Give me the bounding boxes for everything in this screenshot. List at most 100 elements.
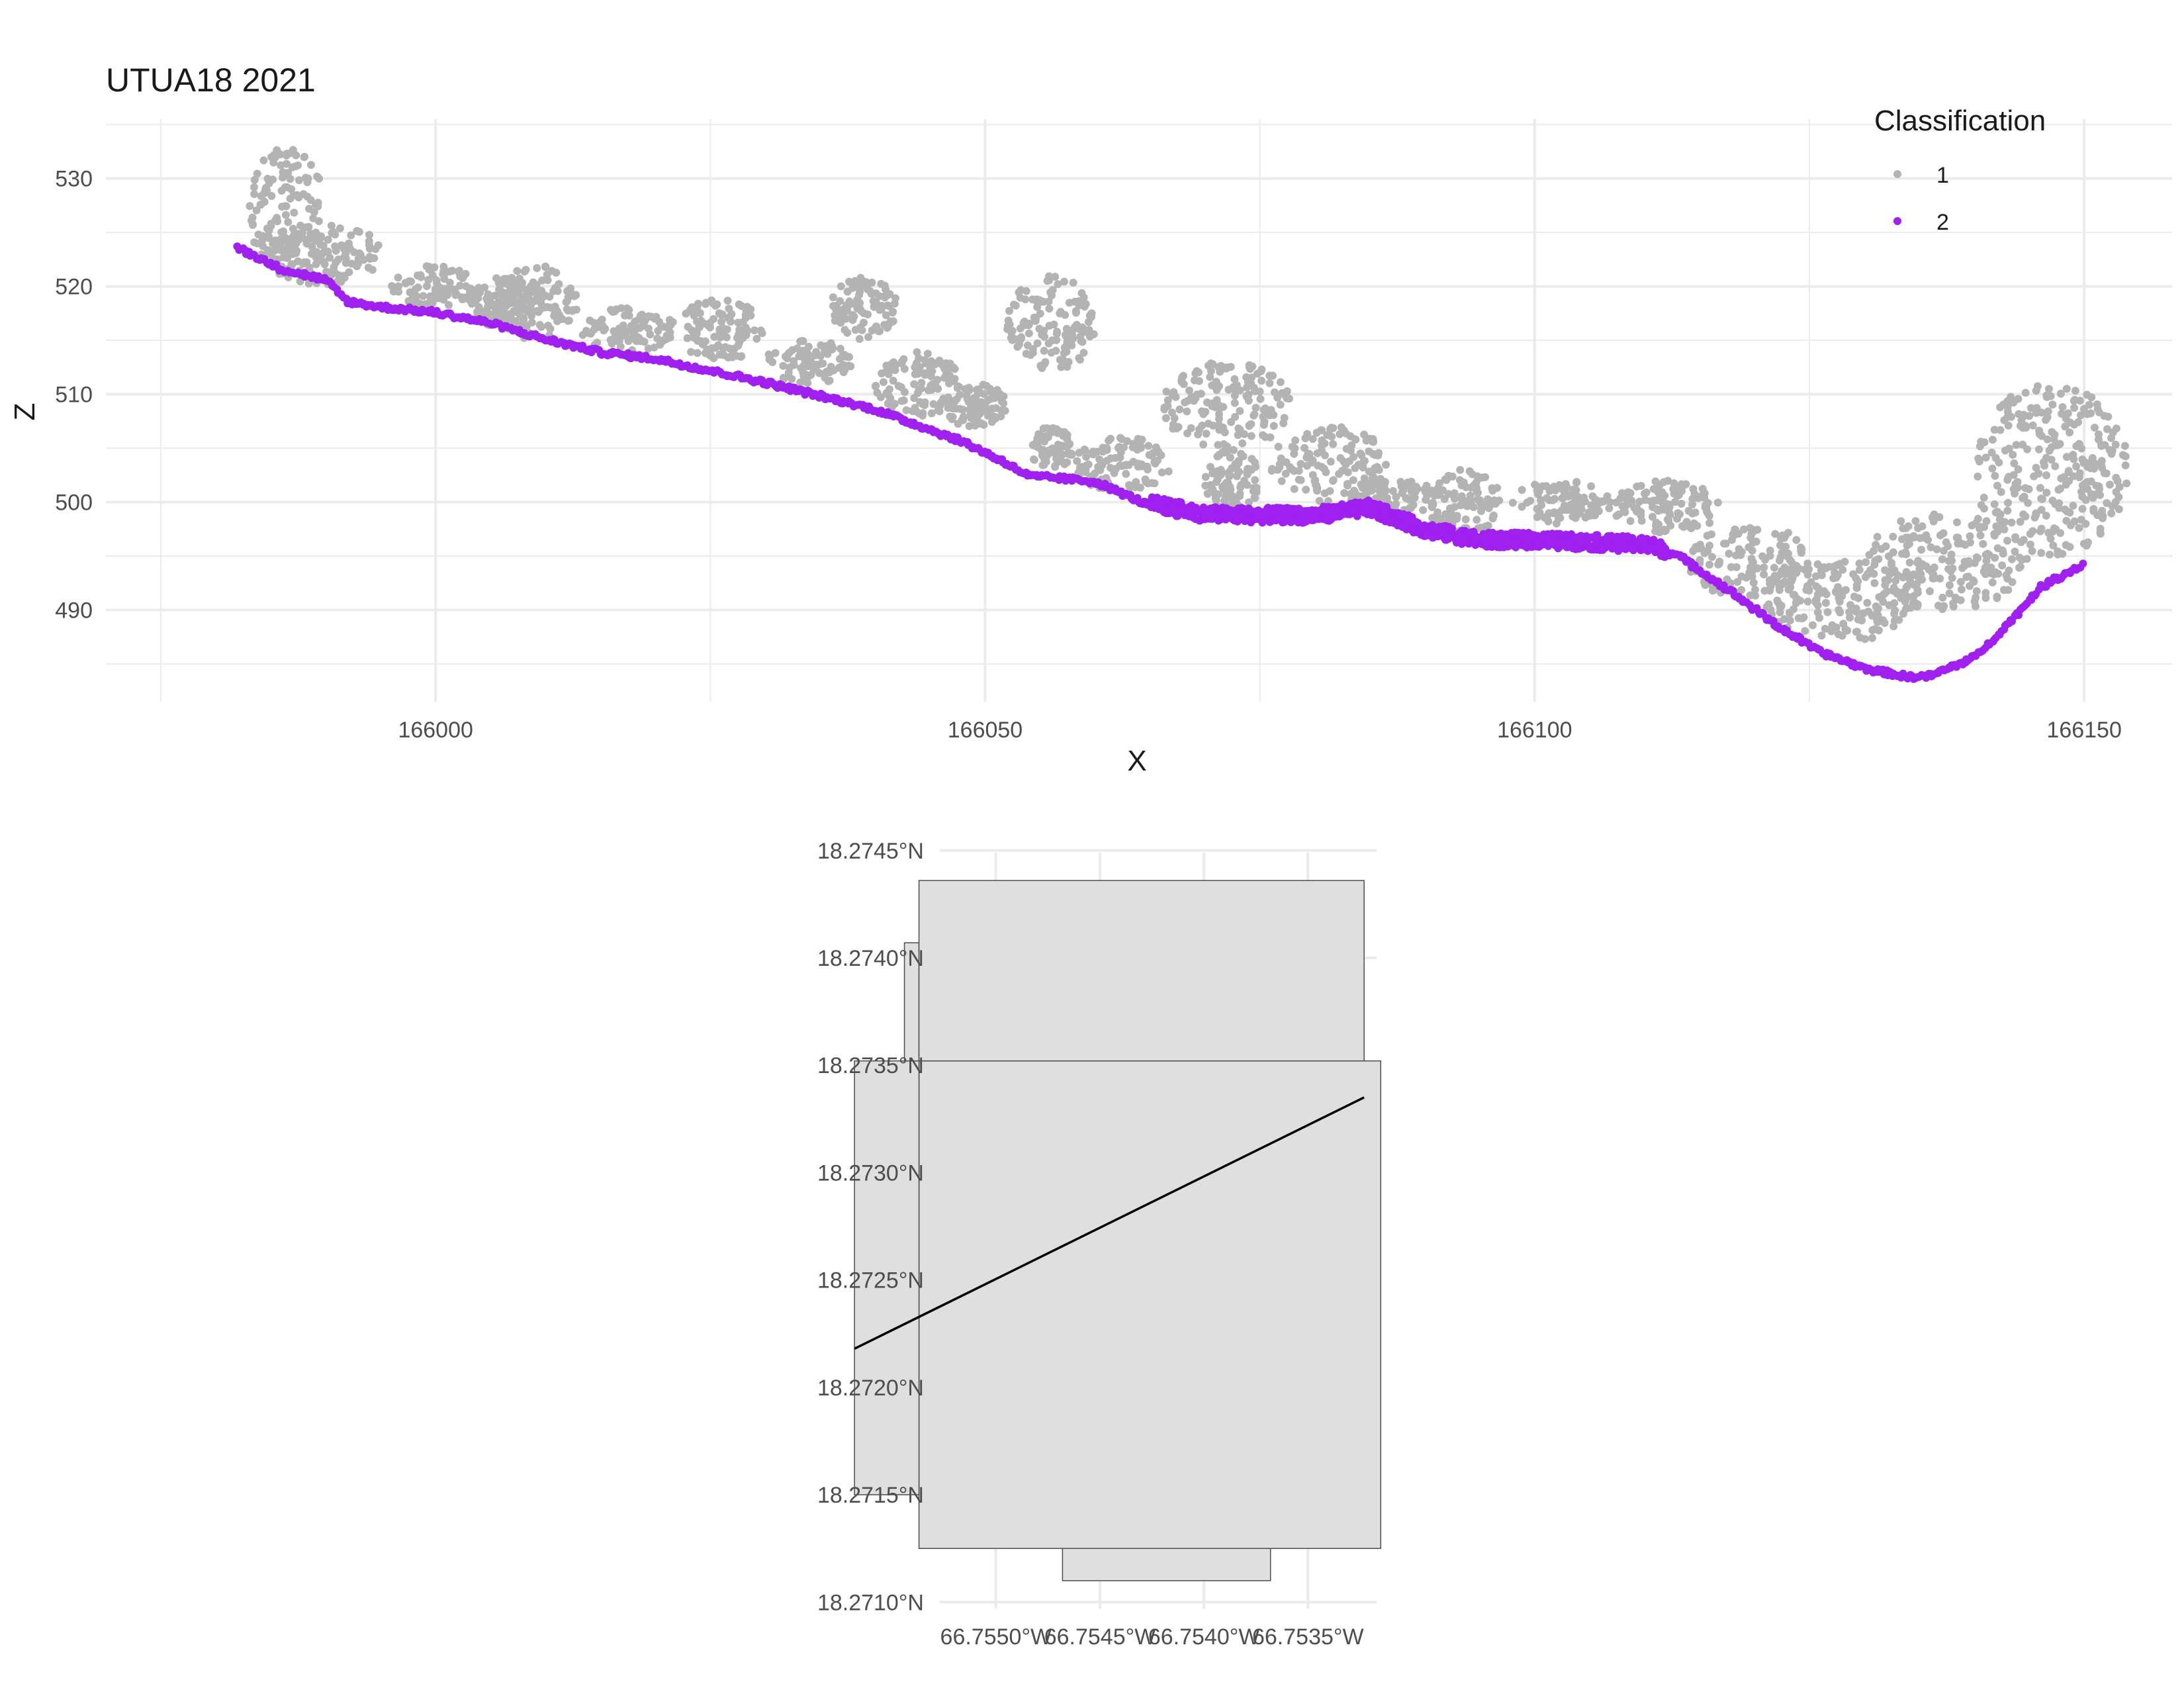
class-1-point: [1318, 463, 1326, 471]
class-1-point: [1612, 512, 1621, 520]
class-1-point: [1099, 447, 1107, 456]
class-1-point: [921, 371, 929, 379]
class-1-point: [1326, 457, 1335, 466]
class-1-point: [1074, 297, 1083, 305]
class-1-point: [1914, 524, 1922, 532]
class-1-point: [1476, 496, 1484, 504]
class-1-point: [320, 260, 329, 269]
class-1-point: [1060, 356, 1068, 365]
class-1-point: [991, 412, 999, 421]
x-tick-label: 166150: [2046, 718, 2121, 743]
class-1-point: [250, 175, 259, 184]
class-1-point: [1290, 449, 1298, 458]
class-1-point: [1168, 408, 1176, 417]
class-1-point: [910, 380, 919, 389]
class-1-point: [1302, 453, 1311, 462]
class-1-point: [1251, 404, 1260, 412]
class-1-point: [1257, 365, 1266, 374]
class-1-point: [1930, 563, 1938, 572]
class-1-point: [502, 301, 511, 310]
class-1-point: [872, 381, 880, 390]
class-1-point: [1040, 332, 1049, 341]
class-1-point: [1882, 542, 1890, 551]
class-1-point: [1064, 442, 1073, 449]
class-1-point: [858, 326, 866, 334]
class-1-point: [683, 334, 692, 342]
class-1-point: [1993, 481, 2001, 490]
class-1-point: [1930, 510, 1938, 519]
class-1-point: [1933, 545, 1941, 553]
class-1-point: [1283, 387, 1291, 395]
class-1-point: [404, 297, 413, 305]
class-1-point: [1007, 328, 1016, 337]
class-1-point: [1075, 353, 1083, 362]
class-1-point: [1295, 467, 1303, 475]
class-1-point: [1215, 426, 1224, 434]
class-1-point: [2003, 536, 2011, 545]
class-1-point: [552, 269, 561, 277]
class-1-point: [1274, 442, 1283, 451]
class-1-point: [411, 285, 420, 293]
class-1-point: [709, 314, 718, 323]
class-1-point: [1359, 463, 1367, 472]
class-1-point: [523, 285, 532, 294]
class-1-point: [1365, 467, 1373, 476]
class-1-point: [549, 287, 558, 295]
class-1-point: [2046, 392, 2055, 400]
legend-title: Classification: [1874, 105, 2046, 137]
class-1-point: [829, 293, 837, 302]
class-1-point: [340, 271, 348, 280]
class-1-point: [1731, 530, 1739, 539]
class-1-point: [831, 316, 839, 325]
class-1-point: [645, 324, 653, 333]
class-1-point: [1230, 383, 1238, 392]
class-1-point: [1056, 309, 1064, 318]
class-1-point: [1940, 602, 1948, 610]
class-1-point: [1435, 479, 1443, 488]
class-1-point: [513, 267, 522, 275]
class-1-point: [1653, 505, 1661, 514]
class-1-point: [1428, 499, 1436, 508]
class-1-point: [1045, 322, 1054, 330]
class-1-point: [1203, 489, 1212, 498]
class-1-point: [836, 297, 844, 305]
class-1-point: [1291, 436, 1300, 445]
class-1-point: [1245, 421, 1253, 430]
class-1-point: [1221, 492, 1230, 500]
class-1-point: [836, 355, 844, 363]
class-1-point: [1230, 399, 1239, 407]
class-1-point: [456, 272, 465, 281]
class-1-point: [2011, 535, 2020, 543]
class-1-point: [1533, 513, 1541, 522]
class-1-point: [1890, 616, 1899, 625]
class-1-point: [1045, 276, 1054, 285]
class-1-point: [1234, 459, 1243, 467]
class-1-point: [1250, 387, 1259, 395]
class-1-point: [1361, 457, 1369, 465]
class-1-point: [715, 350, 724, 359]
class-1-point: [314, 217, 323, 226]
legend-key-class-2: [1893, 217, 1901, 225]
class-1-point: [607, 306, 615, 314]
class-1-point: [1881, 566, 1889, 575]
class-1-point: [1792, 536, 1801, 544]
class-1-point: [1175, 405, 1184, 414]
class-1-point: [2107, 509, 2116, 518]
class-1-point: [1457, 501, 1465, 510]
class-1-point: [1382, 461, 1390, 469]
class-1-point: [1784, 549, 1792, 558]
class-1-point: [1281, 469, 1290, 478]
class-1-point: [1954, 539, 1962, 548]
class-1-point: [1277, 477, 1286, 485]
class-1-point: [650, 344, 659, 352]
class-1-point: [927, 409, 936, 418]
class-1-point: [2034, 445, 2043, 453]
class-1-point: [1778, 531, 1787, 539]
class-1-point: [1944, 557, 1953, 565]
class-1-point: [654, 326, 662, 335]
y-tick-label: 530: [55, 167, 93, 192]
class-1-point: [2021, 389, 2030, 397]
transect-line: [854, 1096, 1365, 1350]
class-1-point: [1220, 448, 1229, 457]
class-1-point: [752, 334, 761, 343]
